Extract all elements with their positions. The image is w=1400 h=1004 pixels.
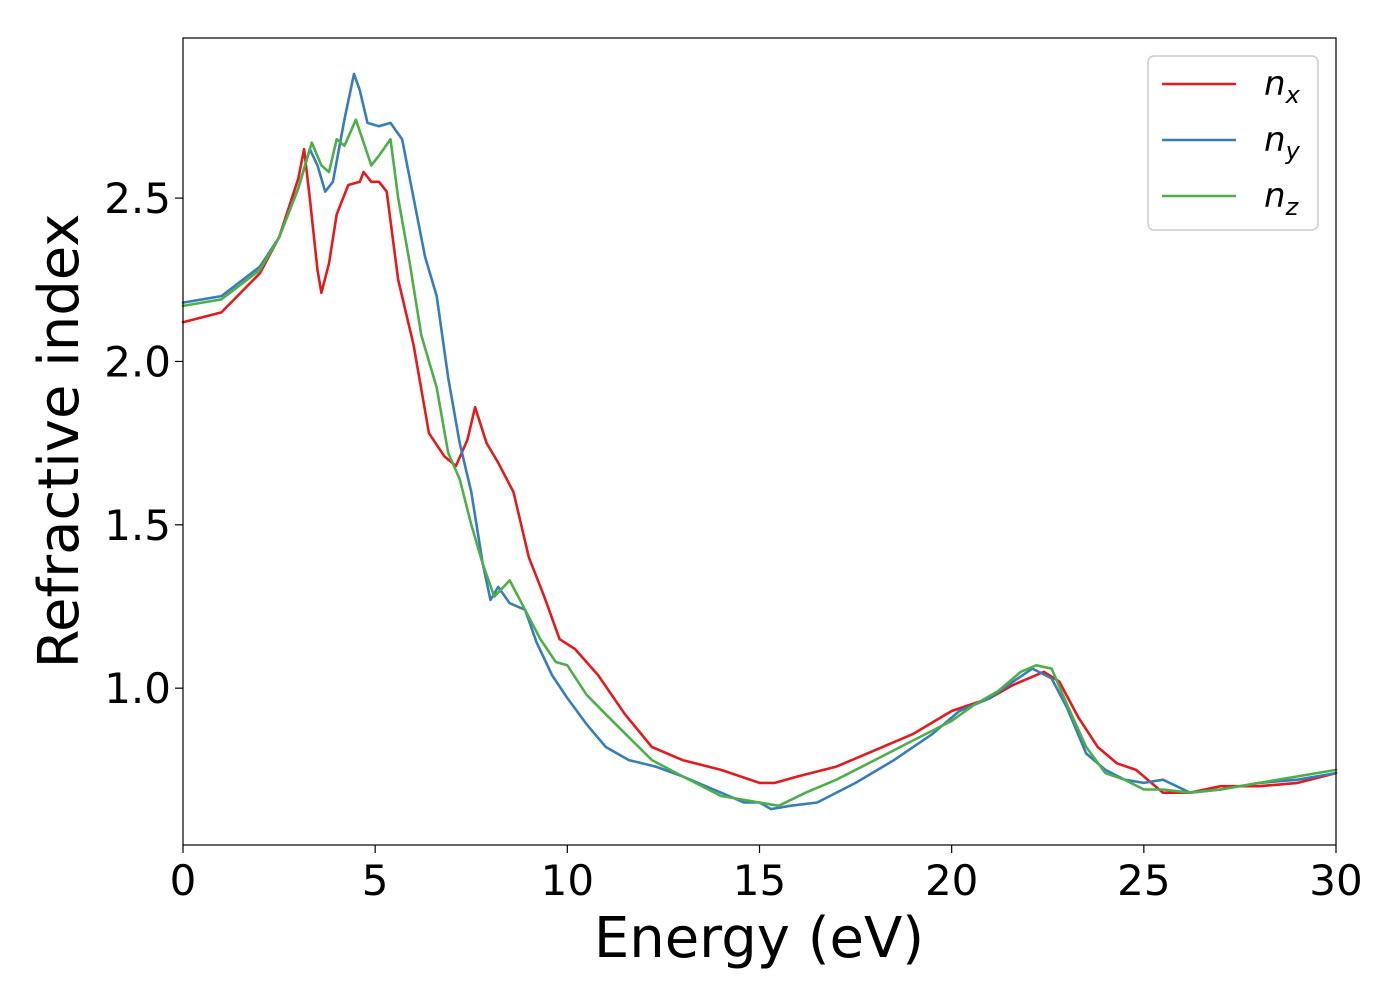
series-lines [181,72,1338,811]
x-tick-label: 20 [925,856,978,905]
x-axis-ticks: 0 5 10 15 20 25 30 [170,845,1363,905]
y-tick-label: 2.0 [104,337,171,386]
legend-subscript: x [1285,81,1301,109]
x-tick-label: 10 [541,856,594,905]
y-axis-ticks: 1.0 1.5 2.0 2.5 [104,174,183,713]
plot-background [183,38,1336,845]
series-line-z [181,118,1338,808]
legend-box [1147,55,1319,231]
y-tick-label: 1.5 [104,501,171,550]
legend-subscript: z [1285,193,1300,221]
series-line-x [181,147,1338,794]
x-tick-label: 30 [1309,856,1362,905]
y-tick-label: 2.5 [104,174,171,223]
x-tick-label: 25 [1117,856,1170,905]
series-line-y [181,72,1338,811]
x-tick-label: 0 [170,856,197,905]
y-tick-label: 1.0 [104,664,171,713]
x-tick-label: 15 [733,856,786,905]
x-tick-label: 5 [362,856,389,905]
legend-label-z: nz [1264,176,1300,221]
y-axis-title: Refractive index [27,214,92,669]
legend-subscript: y [1285,137,1301,165]
x-axis-title: Energy (eV) [594,906,924,971]
